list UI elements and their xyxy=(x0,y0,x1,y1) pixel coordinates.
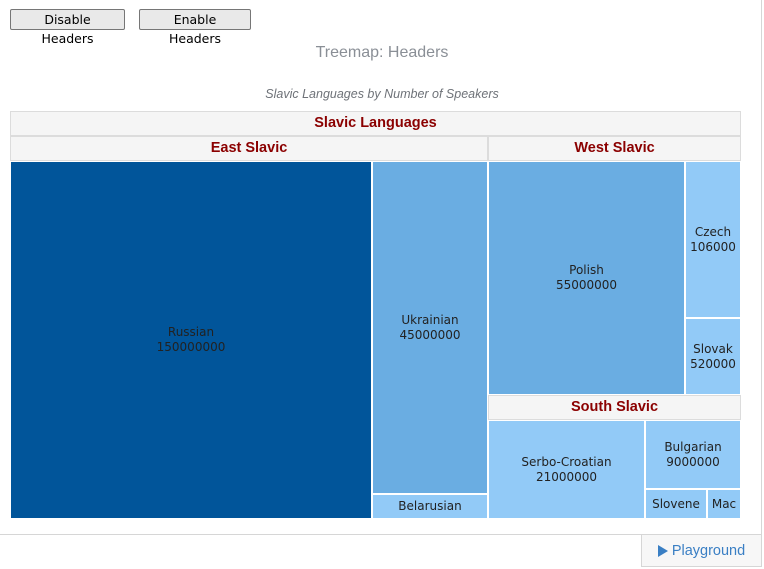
group-header-west-slavic[interactable]: West Slavic xyxy=(488,136,741,161)
playground-label: Playground xyxy=(671,542,746,559)
tile-value: 21000000 xyxy=(535,469,598,484)
playground-button[interactable]: Playground xyxy=(641,534,762,567)
enable-headers-button[interactable]: Enable Headers xyxy=(139,9,251,46)
disable-headers-button[interactable]: Disable Headers xyxy=(10,9,125,46)
treemap-root-header[interactable]: Slavic Languages xyxy=(10,111,741,136)
tile-bulgarian[interactable]: Bulgarian 9000000 xyxy=(645,420,741,489)
tile-ukrainian[interactable]: Ukrainian 45000000 xyxy=(372,161,488,494)
tile-label: Polish xyxy=(569,263,604,277)
tile-label: Czech xyxy=(694,224,732,239)
frame-right-border xyxy=(761,0,762,535)
tile-value: 520000 xyxy=(690,356,736,371)
tile-label: Mac xyxy=(711,496,737,511)
tile-polish[interactable]: Polish 55000000 xyxy=(488,161,685,395)
tile-label: Belarusian xyxy=(398,499,462,513)
chart-subtitle: Slavic Languages by Number of Speakers xyxy=(265,87,499,101)
tile-slovene[interactable]: Slovene xyxy=(645,489,707,519)
tile-slovak[interactable]: Slovak 520000 xyxy=(685,318,741,395)
tile-serbo-croatian[interactable]: Serbo-Croatian 21000000 xyxy=(488,420,645,519)
tile-value: 9000000 xyxy=(666,454,720,469)
tile-value: 45000000 xyxy=(399,327,461,342)
tile-label: Ukrainian xyxy=(401,312,459,327)
tile-value: 106000 xyxy=(690,239,736,254)
tile-label: Bulgarian xyxy=(664,439,722,454)
tile-label: Slovene xyxy=(652,496,700,511)
tile-belarusian[interactable]: Belarusian xyxy=(372,494,488,519)
tile-value: 55000000 xyxy=(555,278,618,292)
tile-russian[interactable]: Russian 150000000 xyxy=(10,161,372,519)
tile-label: Serbo-Croatian xyxy=(521,454,612,469)
tile-macedonian[interactable]: Mac xyxy=(707,489,741,519)
group-header-east-slavic[interactable]: East Slavic xyxy=(10,136,488,161)
tile-czech[interactable]: Czech 106000 xyxy=(685,161,741,318)
frame-bottom-border xyxy=(0,534,641,535)
play-icon xyxy=(657,544,668,557)
chart-title: Treemap: Headers xyxy=(315,44,449,61)
group-header-south-slavic[interactable]: South Slavic xyxy=(488,395,741,420)
tile-value: 150000000 xyxy=(156,340,226,354)
tile-label: Russian xyxy=(167,325,215,339)
tile-label: Slovak xyxy=(693,341,733,356)
